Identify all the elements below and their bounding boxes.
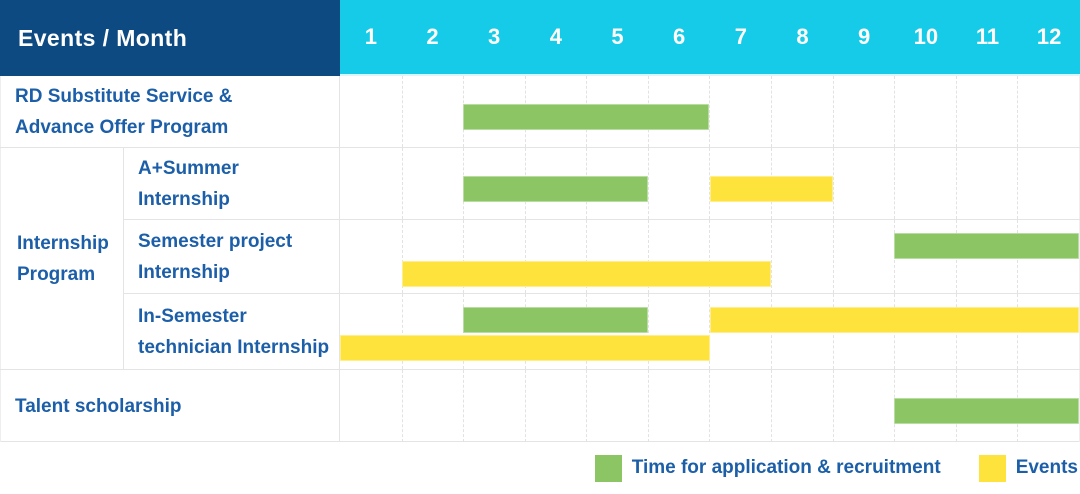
month-cell xyxy=(1017,148,1079,219)
month-tick-2: 2 xyxy=(426,24,439,49)
month-cell xyxy=(955,76,1018,147)
row-label: Semester project Internship xyxy=(124,220,340,293)
timeline-area xyxy=(340,76,1080,147)
gantt-bar-application xyxy=(894,233,1079,259)
group-label: Internship Program xyxy=(0,148,124,369)
gantt-bar-application xyxy=(463,104,710,130)
month-tick-6: 6 xyxy=(673,24,686,49)
month-tick-4: 4 xyxy=(549,24,562,49)
table-header-row: Events / Month 1 2 3 4 5 6 7 8 9 10 11 12 xyxy=(0,0,1080,76)
table-row: In-Semester technician Internship xyxy=(124,294,1080,369)
month-cell xyxy=(894,76,956,147)
month-cell xyxy=(401,148,464,219)
row-label: In-Semester technician Internship xyxy=(124,294,340,369)
month-cell xyxy=(894,148,956,219)
gantt-bar-application xyxy=(463,176,648,202)
month-cell xyxy=(709,220,771,293)
month-cell xyxy=(401,76,464,147)
month-cell xyxy=(401,294,464,369)
month-cell xyxy=(340,220,402,293)
month-cell xyxy=(340,370,402,442)
month-cell xyxy=(401,220,464,293)
month-cell xyxy=(340,148,402,219)
month-cell xyxy=(586,370,648,442)
month-cell xyxy=(647,370,710,442)
month-cell xyxy=(832,370,895,442)
month-cell xyxy=(709,370,771,442)
month-cell xyxy=(524,370,587,442)
gantt-bar-events xyxy=(401,261,772,287)
timeline-area xyxy=(340,220,1080,293)
legend: Time for application & recruitment Event… xyxy=(0,442,1080,494)
table-row: RD Substitute Service & Advance Offer Pr… xyxy=(0,76,1080,148)
gantt-bar-events xyxy=(709,176,833,202)
month-tick-1: 1 xyxy=(364,24,377,49)
gantt-bar-application xyxy=(463,307,648,333)
row-label: RD Substitute Service & Advance Offer Pr… xyxy=(0,76,340,147)
table-row: Semester project Internship xyxy=(124,220,1080,294)
header-corner-title: Events / Month xyxy=(0,0,340,76)
month-cell xyxy=(647,220,710,293)
timeline-area xyxy=(340,294,1080,369)
month-tick-5: 5 xyxy=(611,24,624,49)
row-label: Talent scholarship xyxy=(0,370,340,442)
gantt-bar-events xyxy=(340,335,710,361)
month-tick-7: 7 xyxy=(734,24,747,49)
internship-program-group: Internship Program A+Summer Internship S… xyxy=(0,148,1080,370)
legend-label-application: Time for application & recruitment xyxy=(631,457,941,478)
legend-swatch-application xyxy=(594,454,622,482)
month-cell xyxy=(586,220,648,293)
timeline-area xyxy=(340,148,1080,219)
month-cell xyxy=(771,76,833,147)
month-tick-10: 10 xyxy=(913,24,939,49)
month-cell xyxy=(340,76,402,147)
month-tick-9: 9 xyxy=(858,24,871,49)
month-cell xyxy=(771,370,833,442)
gantt-bar-events xyxy=(709,307,1079,333)
month-cell xyxy=(647,148,710,219)
table-row: Talent scholarship xyxy=(0,370,1080,442)
month-tick-8: 8 xyxy=(796,24,809,49)
month-cell xyxy=(401,370,464,442)
month-cell xyxy=(832,76,895,147)
month-cell xyxy=(647,294,710,369)
legend-label-events: Events xyxy=(1015,457,1078,478)
month-cell xyxy=(832,148,895,219)
row-label: A+Summer Internship xyxy=(124,148,340,219)
month-cell xyxy=(832,220,895,293)
month-tick-11: 11 xyxy=(975,24,1000,49)
month-axis: 1 2 3 4 5 6 7 8 9 10 11 12 xyxy=(340,0,1080,76)
group-rows: A+Summer Internship Semester project Int… xyxy=(124,148,1080,369)
month-tick-3: 3 xyxy=(488,24,501,49)
month-cell xyxy=(771,220,833,293)
month-cell xyxy=(463,220,525,293)
month-gridlines xyxy=(340,76,1079,147)
gantt-table: Events / Month 1 2 3 4 5 6 7 8 9 10 11 12 RD Substi… xyxy=(0,0,1080,442)
gantt-bar-application xyxy=(894,398,1079,424)
legend-swatch-events xyxy=(978,454,1006,482)
month-tick-12: 12 xyxy=(1036,24,1062,49)
month-cell xyxy=(1017,76,1079,147)
table-row: A+Summer Internship xyxy=(124,148,1080,220)
month-cell xyxy=(463,370,525,442)
month-cell xyxy=(955,148,1018,219)
month-cell xyxy=(709,76,771,147)
month-cell xyxy=(524,220,587,293)
timeline-area xyxy=(340,370,1080,442)
